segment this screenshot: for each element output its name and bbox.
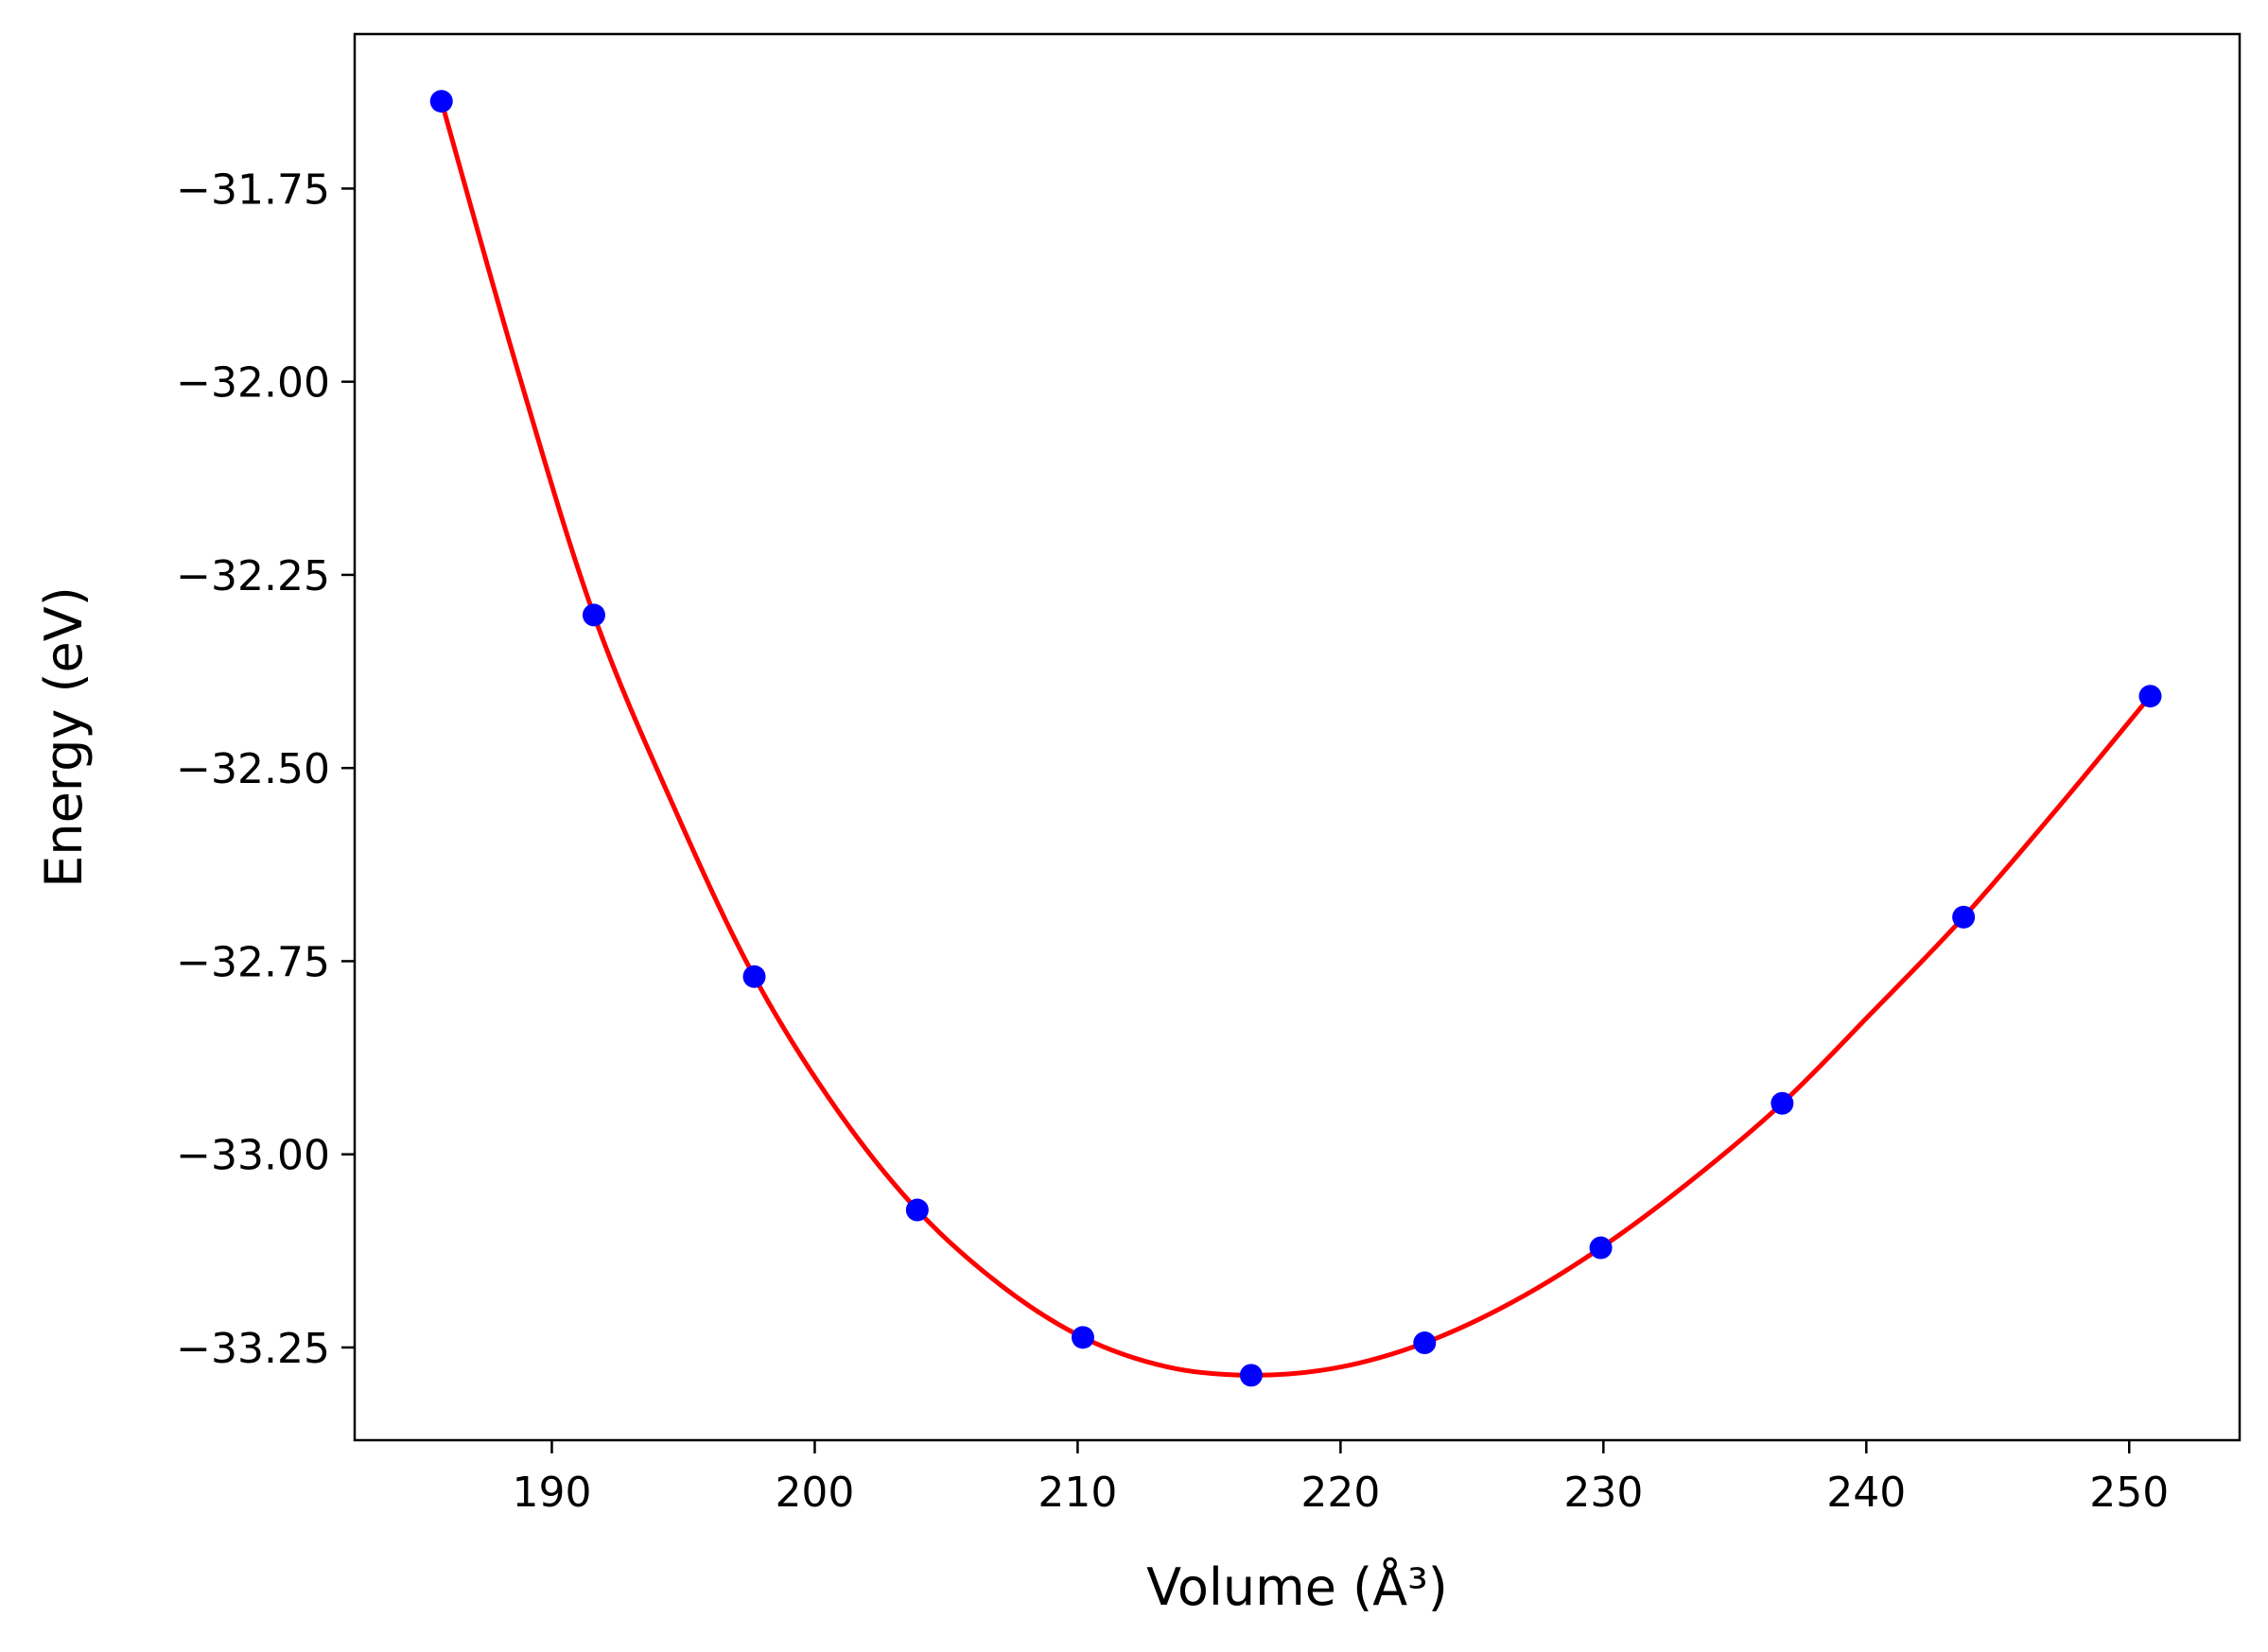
y-axis-label: Energy (eV) [34, 586, 94, 888]
y-tick-label: −32.00 [176, 359, 330, 408]
data-point [1771, 1091, 1794, 1115]
plot-frame [353, 32, 2242, 1442]
data-point [1413, 1331, 1437, 1355]
data-point [582, 603, 605, 627]
y-tick-label: −32.75 [176, 938, 330, 986]
y-axis-ticks: −31.75 −32.00 −32.25 −32.50 −32.75 −33.00 −33.… [176, 165, 355, 1373]
data-point [742, 965, 766, 988]
data-point [1952, 905, 1976, 929]
data-point [905, 1198, 929, 1222]
data-point [1071, 1326, 1094, 1349]
y-tick-label: −32.50 [176, 745, 330, 793]
x-tick-label: 190 [512, 1469, 591, 1517]
x-axis-ticks: 190 200 210 220 230 240 250 [512, 1440, 2169, 1517]
fit-curve [439, 100, 2153, 1378]
x-axis-label: Volume (Å³) [1146, 1556, 1448, 1617]
x-tick-label: 230 [1563, 1469, 1643, 1517]
data-point [1239, 1364, 1263, 1387]
data-point [2138, 685, 2162, 708]
data-points-layer [429, 90, 2162, 1387]
fit-curve-layer [439, 100, 2153, 1378]
x-tick-label: 200 [775, 1469, 854, 1517]
x-tick-label: 220 [1300, 1469, 1380, 1517]
y-tick-label: −31.75 [176, 165, 330, 214]
x-tick-label: 240 [1826, 1469, 1906, 1517]
y-tick-label: −33.25 [176, 1325, 330, 1373]
y-tick-label: −33.00 [176, 1132, 330, 1180]
data-point [429, 90, 453, 113]
x-tick-label: 210 [1038, 1469, 1117, 1517]
y-tick-label: −32.25 [176, 552, 330, 600]
data-point [1589, 1236, 1613, 1260]
x-tick-label: 250 [2089, 1469, 2169, 1517]
